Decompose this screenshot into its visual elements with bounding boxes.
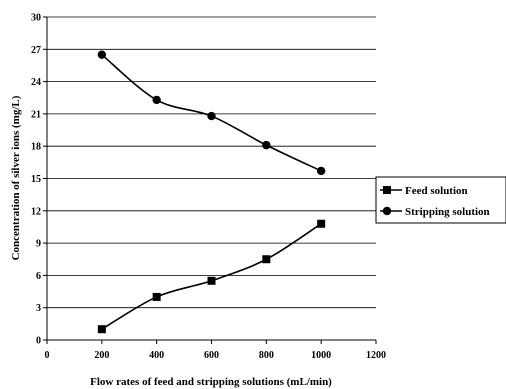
legend-marker [383, 186, 391, 194]
data-point [207, 276, 216, 285]
y-tick-label: 0 [36, 336, 41, 347]
grid-lines [47, 16, 376, 309]
axes [43, 16, 377, 344]
legend: Feed solution Stripping solution [375, 176, 506, 224]
legend-item: Stripping solution [380, 206, 490, 218]
y-axis-title: Concentration of silver ions (mg/L) [10, 95, 22, 260]
y-tick-label: 27 [31, 45, 41, 56]
legend-marker [382, 206, 392, 216]
data-point [316, 166, 326, 176]
data-point [262, 140, 271, 150]
x-axis-title: Flow rates of feed and stripping solutio… [90, 376, 332, 388]
series-line [101, 223, 322, 330]
y-tick-label: 15 [31, 174, 41, 185]
tick-labels: 0 3 6 9 12 15 18 21 24 27 30 0 200 400 600 800 1000 1200 [31, 13, 386, 362]
y-tick-label: 12 [31, 206, 41, 217]
y-tick-label: 24 [31, 77, 41, 88]
y-tick-label: 9 [36, 239, 41, 250]
series-feed-solution [97, 219, 326, 334]
y-tick-label: 18 [31, 142, 41, 153]
legend-label: Feed solution [405, 185, 468, 197]
y-tick-label: 6 [36, 271, 41, 282]
legend-item: Feed solution [380, 185, 468, 197]
x-tick-label: 800 [259, 350, 274, 361]
data-point [262, 255, 271, 264]
data-point [207, 111, 216, 121]
data-point [97, 325, 106, 334]
legend-box [375, 176, 506, 224]
x-tick-label: 1200 [366, 350, 386, 361]
x-tick-label: 400 [149, 350, 164, 361]
y-tick-label: 30 [31, 13, 41, 24]
x-tick-label: 1000 [311, 350, 331, 361]
y-tick-label: 3 [36, 303, 41, 314]
data-point [97, 50, 107, 59]
y-tick-label: 21 [31, 109, 41, 120]
legend-label: Stripping solution [405, 206, 490, 218]
series [97, 50, 326, 334]
x-tick-label: 200 [94, 350, 109, 361]
data-point [152, 95, 161, 105]
data-point [152, 292, 161, 301]
x-tick-label: 0 [45, 350, 50, 361]
data-point [317, 219, 326, 228]
series-stripping-solution [97, 50, 326, 176]
x-tick-label: 600 [204, 350, 219, 361]
